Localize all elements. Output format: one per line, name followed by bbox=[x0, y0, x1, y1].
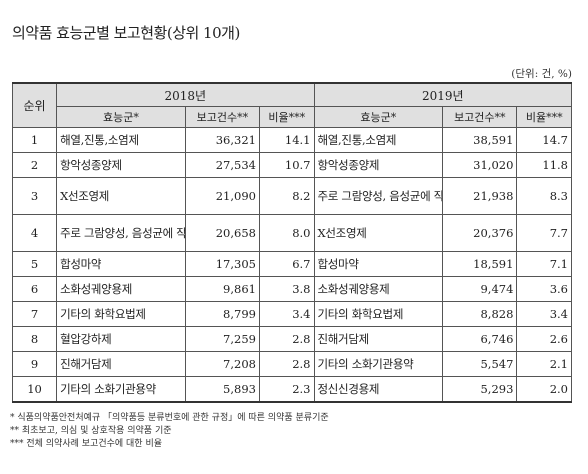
ratio-2019-cell: 8.3 bbox=[516, 177, 572, 215]
rank-cell: 10 bbox=[11, 376, 58, 403]
ratio-2019-cell: 7.7 bbox=[516, 214, 572, 252]
ratio-2018-cell: 8.0 bbox=[258, 214, 315, 252]
rank-cell: 9 bbox=[11, 351, 58, 377]
ratio-2018-cell: 10.7 bbox=[258, 152, 315, 178]
count-header-2018: 보고건수** bbox=[184, 106, 260, 128]
ratio-2018-cell: 2.8 bbox=[258, 326, 315, 352]
ratio-2018-cell: 2.3 bbox=[258, 376, 315, 403]
table-body: 1 해열,진통,소염제 36,321 14.1 해열,진통,소염제 38,591… bbox=[11, 127, 572, 403]
efficacy-2019-cell: 소화성궤양용제 bbox=[313, 276, 444, 302]
count-2018-cell: 5,893 bbox=[184, 376, 260, 403]
ratio-2018-cell: 3.8 bbox=[258, 276, 315, 302]
count-2019-cell: 5,293 bbox=[442, 376, 518, 403]
count-2018-cell: 17,305 bbox=[184, 251, 260, 277]
efficacy-2019-cell: 해열,진통,소염제 bbox=[313, 127, 444, 153]
efficacy-report-table: 순위 2018년 2019년 효능군* 보고건수** 비율*** 효능군* 보고… bbox=[11, 82, 572, 403]
ratio-2018-cell: 8.2 bbox=[258, 177, 315, 215]
ratio-2019-cell: 3.6 bbox=[516, 276, 572, 302]
efficacy-2019-cell: X선조영제 bbox=[313, 214, 444, 252]
table-row: 1 해열,진통,소염제 36,321 14.1 해열,진통,소염제 38,591… bbox=[11, 127, 572, 153]
count-2019-cell: 31,020 bbox=[442, 152, 518, 178]
efficacy-2019-cell: 합성마약 bbox=[313, 251, 444, 277]
table-row: 2 항악성종양제 27,534 10.7 항악성종양제 31,020 11.8 bbox=[11, 152, 572, 178]
efficacy-2018-cell: 해열,진통,소염제 bbox=[56, 127, 186, 153]
efficacy-2018-cell: 소화성궤양용제 bbox=[56, 276, 186, 302]
efficacy-header-2019: 효능군* bbox=[313, 106, 444, 128]
rank-cell: 1 bbox=[11, 127, 58, 153]
ratio-2019-cell: 2.1 bbox=[516, 351, 572, 377]
efficacy-2018-cell: 기타의 소화기관용약 bbox=[56, 376, 186, 403]
rank-cell: 2 bbox=[11, 152, 58, 178]
count-2018-cell: 27,534 bbox=[184, 152, 260, 178]
rank-cell: 4 bbox=[11, 214, 58, 252]
efficacy-2018-cell: 항악성종양제 bbox=[56, 152, 186, 178]
ratio-2019-cell: 11.8 bbox=[516, 152, 572, 178]
page-title: 의약품 효능군별 보고현황(상위 10개) bbox=[12, 24, 240, 42]
count-2019-cell: 21,938 bbox=[442, 177, 518, 215]
footnotes: * 식품의약품안전처예규 「의약품등 분류번호에 관한 규정」에 따른 의약품 … bbox=[10, 412, 329, 451]
efficacy-2019-cell: 주로 그람양성, 음성균에 작용하는 것 bbox=[313, 177, 444, 215]
efficacy-2019-cell: 항악성종양제 bbox=[313, 152, 444, 178]
table-row: 7 기타의 화학요법제 8,799 3.4 기타의 화학요법제 8,828 3.… bbox=[11, 301, 572, 327]
count-2018-cell: 8,799 bbox=[184, 301, 260, 327]
footnote-ratio: *** 전체 의약사례 보고건수에 대한 비율 bbox=[10, 439, 163, 449]
count-2019-cell: 18,591 bbox=[442, 251, 518, 277]
count-2019-cell: 20,376 bbox=[442, 214, 518, 252]
efficacy-2019-cell: 기타의 화학요법제 bbox=[313, 301, 444, 327]
rank-cell: 7 bbox=[11, 301, 58, 327]
ratio-2018-cell: 2.8 bbox=[258, 351, 315, 377]
efficacy-header-2018: 효능군* bbox=[56, 106, 186, 128]
year-2019-header: 2019년 bbox=[313, 82, 572, 107]
efficacy-2018-cell: 합성마약 bbox=[56, 251, 186, 277]
count-2019-cell: 9,474 bbox=[442, 276, 518, 302]
table-row: 6 소화성궤양용제 9,861 3.8 소화성궤양용제 9,474 3.6 bbox=[11, 276, 572, 302]
table-row: 9 진해거담제 7,208 2.8 기타의 소화기관용약 5,547 2.1 bbox=[11, 351, 572, 377]
count-2019-cell: 8,828 bbox=[442, 301, 518, 327]
rank-cell: 3 bbox=[11, 177, 58, 215]
rank-header: 순위 bbox=[11, 82, 58, 128]
count-2018-cell: 7,208 bbox=[184, 351, 260, 377]
count-header-2019: 보고건수** bbox=[442, 106, 518, 128]
count-2019-cell: 6,746 bbox=[442, 326, 518, 352]
ratio-2018-cell: 6.7 bbox=[258, 251, 315, 277]
count-2018-cell: 21,090 bbox=[184, 177, 260, 215]
count-2018-cell: 7,259 bbox=[184, 326, 260, 352]
efficacy-2019-cell: 기타의 소화기관용약 bbox=[313, 351, 444, 377]
efficacy-2018-cell: 진해거담제 bbox=[56, 351, 186, 377]
footnote-efficacy: * 식품의약품안전처예규 「의약품등 분류번호에 관한 규정」에 따른 의약품 … bbox=[10, 413, 329, 423]
rank-cell: 5 bbox=[11, 251, 58, 277]
efficacy-2018-cell: 혈압강하제 bbox=[56, 326, 186, 352]
table-row: 8 혈압강하제 7,259 2.8 진해거담제 6,746 2.6 bbox=[11, 326, 572, 352]
ratio-2019-cell: 3.4 bbox=[516, 301, 572, 327]
count-2018-cell: 36,321 bbox=[184, 127, 260, 153]
table-row: 10 기타의 소화기관용약 5,893 2.3 정신신경용제 5,293 2.0 bbox=[11, 376, 572, 403]
ratio-header-2018: 비율*** bbox=[258, 106, 315, 128]
ratio-2018-cell: 3.4 bbox=[258, 301, 315, 327]
efficacy-2018-cell: 주로 그람양성, 음성균에 작용하는 것 bbox=[56, 214, 186, 252]
efficacy-2019-cell: 정신신경용제 bbox=[313, 376, 444, 403]
count-2019-cell: 5,547 bbox=[442, 351, 518, 377]
year-2018-header: 2018년 bbox=[56, 82, 315, 107]
footnote-count: ** 최초보고, 의심 및 상호작용 의약품 기준 bbox=[10, 426, 172, 436]
rank-cell: 8 bbox=[11, 326, 58, 352]
ratio-2018-cell: 14.1 bbox=[258, 127, 315, 153]
unit-label: (단위: 건, %) bbox=[511, 68, 572, 80]
count-2018-cell: 9,861 bbox=[184, 276, 260, 302]
ratio-header-2019: 비율*** bbox=[516, 106, 572, 128]
ratio-2019-cell: 2.6 bbox=[516, 326, 572, 352]
table-row: 3 X선조영제 21,090 8.2 주로 그람양성, 음성균에 작용하는 것 … bbox=[11, 177, 572, 215]
efficacy-2019-cell: 진해거담제 bbox=[313, 326, 444, 352]
table-row: 5 합성마약 17,305 6.7 합성마약 18,591 7.1 bbox=[11, 251, 572, 277]
rank-cell: 6 bbox=[11, 276, 58, 302]
efficacy-2018-cell: 기타의 화학요법제 bbox=[56, 301, 186, 327]
count-2019-cell: 38,591 bbox=[442, 127, 518, 153]
ratio-2019-cell: 2.0 bbox=[516, 376, 572, 403]
count-2018-cell: 20,658 bbox=[184, 214, 260, 252]
table-row: 4 주로 그람양성, 음성균에 작용하는 것 20,658 8.0 X선조영제 … bbox=[11, 214, 572, 252]
efficacy-2018-cell: X선조영제 bbox=[56, 177, 186, 215]
ratio-2019-cell: 14.7 bbox=[516, 127, 572, 153]
ratio-2019-cell: 7.1 bbox=[516, 251, 572, 277]
